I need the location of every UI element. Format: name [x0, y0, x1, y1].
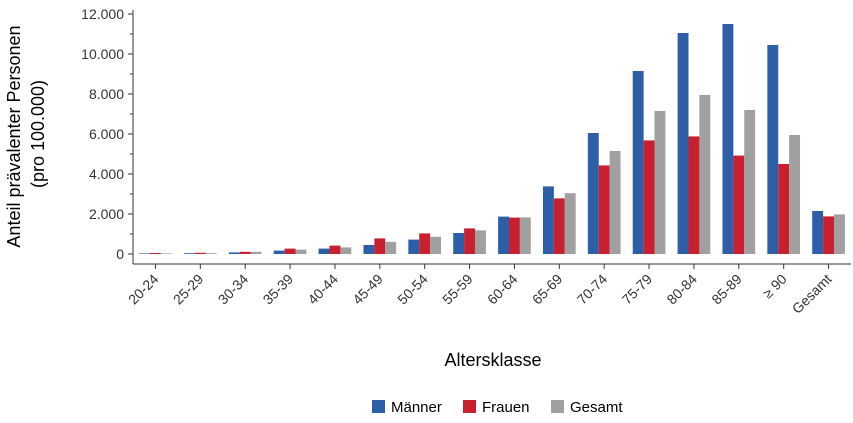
y-axis: 0 2.000 4.000 6.000 8.000 10.000 12.000	[81, 6, 134, 264]
x-tick-label: 65-69	[529, 271, 566, 308]
legend-label-frauen: Frauen	[482, 399, 530, 416]
legend: Männer Frauen Gesamt	[372, 399, 623, 416]
y-tick-label: 6.000	[89, 126, 124, 142]
bar-frauen	[419, 233, 431, 254]
bar-gesamt	[609, 151, 621, 254]
x-tick-label: 80-84	[663, 271, 700, 308]
bars	[139, 24, 845, 254]
bar-männer	[722, 24, 734, 254]
bar-männer	[139, 253, 150, 254]
bar-frauen	[194, 252, 206, 254]
legend-swatch-gesamt	[551, 400, 564, 413]
bar-frauen	[284, 248, 296, 254]
x-tick-label: 55-59	[439, 271, 476, 308]
bar-männer	[767, 45, 779, 254]
x-tick-label: 85-89	[708, 271, 745, 308]
x-tick-label: 25-29	[170, 271, 207, 308]
bar-frauen	[553, 198, 565, 254]
bar-frauen	[598, 165, 610, 254]
bar-gesamt	[385, 241, 397, 254]
bar-männer	[273, 250, 285, 254]
y-tick-label: 10.000	[81, 46, 124, 62]
bar-männer	[542, 186, 554, 254]
bar-frauen	[239, 251, 251, 254]
bar-männer	[677, 33, 689, 254]
bar-gesamt	[475, 230, 486, 254]
x-tick-label: 50-54	[394, 271, 431, 308]
bar-frauen	[508, 217, 520, 254]
x-tick-label: 20-24	[125, 271, 162, 308]
x-axis: 20-24 25-29 30-34 35-39 40-44 45-49 50-54 55-59…	[125, 263, 851, 317]
bar-frauen	[733, 155, 745, 254]
x-tick-label: 70-74	[574, 271, 611, 308]
y-tick-label: 12.000	[81, 6, 124, 22]
y-tick-label: 2.000	[89, 206, 124, 222]
bar-gesamt	[250, 251, 262, 254]
x-tick-label: 30-34	[215, 271, 252, 308]
bar-männer	[587, 133, 599, 254]
x-tick-label: 60-64	[484, 271, 521, 308]
legend-label-gesamt: Gesamt	[570, 399, 623, 416]
y-tick-label: 0	[116, 246, 124, 262]
bar-frauen	[149, 253, 161, 254]
y-tick-label: 8.000	[89, 86, 124, 102]
bar-männer	[632, 71, 644, 254]
bar-frauen	[688, 136, 700, 254]
bar-frauen	[464, 228, 476, 254]
bar-männer	[318, 248, 330, 254]
bar-gesamt	[519, 217, 531, 254]
bar-männer	[183, 253, 195, 254]
y-axis-title-line-1: Anteil prävalenter Personen	[4, 25, 24, 247]
legend-swatch-männer	[372, 400, 385, 413]
x-axis-title: Altersklasse	[444, 350, 541, 370]
bar-gesamt	[654, 111, 666, 254]
bar-gesamt	[430, 236, 442, 254]
bar-gesamt	[205, 253, 217, 254]
bar-gesamt	[295, 249, 307, 254]
bar-gesamt	[744, 110, 756, 254]
legend-label-männer: Männer	[391, 399, 442, 416]
bar-männer	[812, 211, 824, 254]
x-tick-label: 40-44	[304, 271, 341, 308]
bar-gesamt	[564, 193, 576, 254]
bar-gesamt	[834, 214, 845, 254]
bar-gesamt	[699, 95, 711, 254]
bar-gesamt	[160, 253, 172, 254]
y-tick-label: 4.000	[89, 166, 124, 182]
x-tick-label: 45-49	[349, 271, 386, 308]
y-axis-title-line-2: (pro 100.000)	[28, 80, 48, 188]
x-tick-label: Gesamt	[789, 271, 835, 317]
bar-männer	[408, 239, 420, 254]
bar-frauen	[374, 238, 386, 254]
y-axis-title: Anteil prävalenter Personen (pro 100.000…	[4, 20, 48, 247]
x-tick-label: 75-79	[619, 271, 656, 308]
bar-männer	[453, 233, 465, 254]
bar-männer	[228, 252, 240, 254]
bar-gesamt	[789, 135, 801, 254]
bar-frauen	[823, 216, 835, 254]
bar-männer	[498, 216, 509, 254]
legend-swatch-frauen	[463, 400, 476, 413]
bar-männer	[363, 245, 375, 254]
x-tick-label: ≥ 90	[759, 271, 790, 302]
x-tick-label: 35-39	[260, 271, 297, 308]
bar-frauen	[778, 164, 790, 254]
bar-frauen	[643, 140, 655, 254]
bar-gesamt	[340, 247, 352, 254]
bar-frauen	[329, 245, 341, 254]
